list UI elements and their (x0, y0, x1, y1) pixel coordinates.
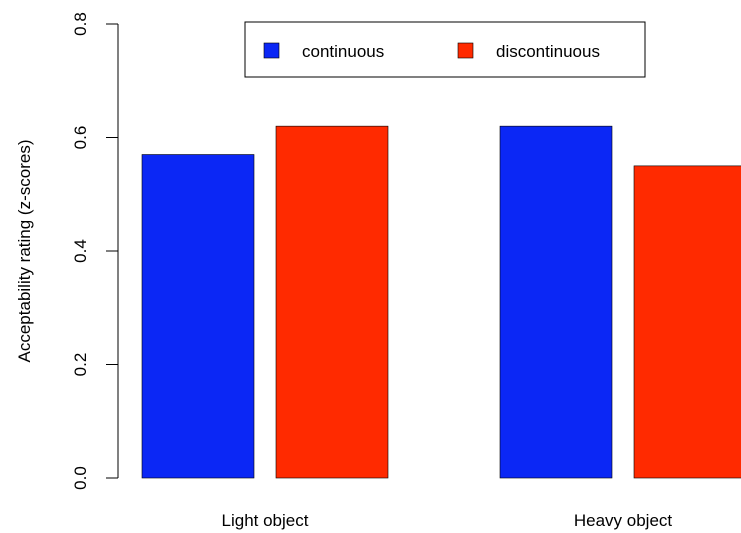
legend-label-continuous: continuous (302, 42, 384, 61)
bar-discontinuous-1 (633, 165, 741, 479)
category-label: Light object (222, 511, 309, 530)
y-tick-label: 0.8 (71, 12, 90, 36)
y-ticks: 0.0 0.2 0.4 0.6 0.8 (71, 12, 118, 490)
legend: continuous discontinuous (244, 21, 646, 78)
y-tick-label: 0.0 (71, 466, 90, 490)
bar-continuous-0 (141, 154, 255, 479)
bar-continuous-1 (499, 125, 613, 479)
y-tick-label: 0.2 (71, 353, 90, 377)
y-axis-title: Acceptability rating (z-scores) (15, 140, 34, 363)
legend-swatch-discontinuous (457, 42, 474, 59)
category-labels: Light object Heavy object (222, 511, 673, 530)
category-label: Heavy object (574, 511, 673, 530)
bar-discontinuous-0 (275, 125, 389, 479)
legend-swatch-continuous (263, 42, 280, 59)
legend-label-discontinuous: discontinuous (496, 42, 600, 61)
legend-box (244, 21, 646, 78)
y-tick-label: 0.6 (71, 126, 90, 150)
y-axis: 0.0 0.2 0.4 0.6 0.8 (71, 12, 119, 490)
y-tick-label: 0.4 (71, 239, 90, 263)
bars (141, 125, 741, 479)
